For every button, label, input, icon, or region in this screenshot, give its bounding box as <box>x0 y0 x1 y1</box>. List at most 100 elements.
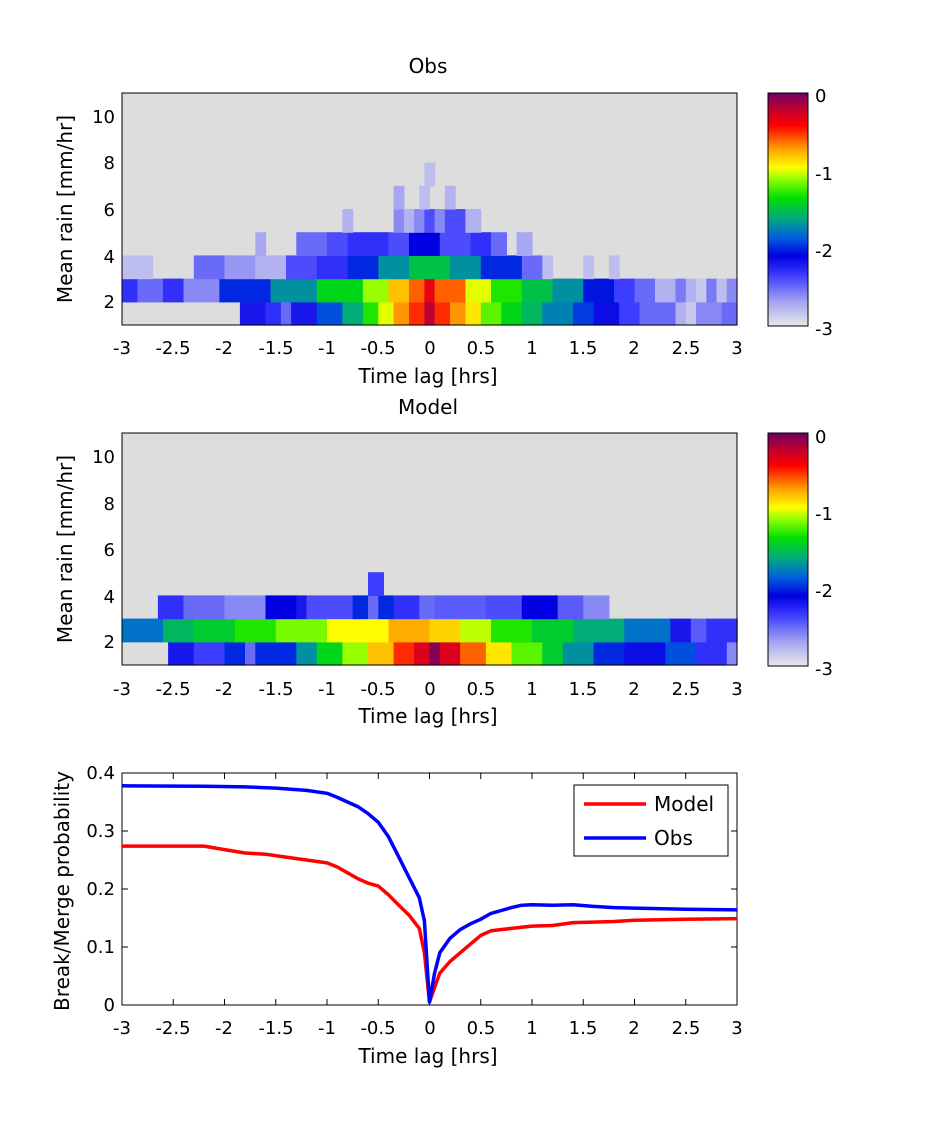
obs-y-ticks: 2 4 6 8 10 <box>92 107 115 313</box>
heatmap-cell <box>706 278 718 303</box>
x-tick-label: -2.5 <box>155 338 190 359</box>
heatmap-cell <box>424 209 436 233</box>
x-tick-label: -1.5 <box>258 338 293 359</box>
heatmap-cell <box>721 301 738 326</box>
heatmap-cell <box>157 595 185 620</box>
heatmap-cell <box>393 301 410 326</box>
heatmap-cell <box>429 641 441 666</box>
obs-colorbar-gradient <box>767 92 809 327</box>
x-tick-label: -3 <box>113 679 131 700</box>
x-tick-label: -2.5 <box>155 679 190 700</box>
y-tick-label: 4 <box>104 247 115 268</box>
heatmap-cell <box>368 641 395 666</box>
heatmap-cell <box>532 618 574 643</box>
model-title: Model <box>398 395 458 419</box>
heatmap-cell <box>316 278 364 303</box>
heatmap-cell <box>542 301 574 326</box>
heatmap-cell <box>542 255 554 280</box>
heatmap-cell <box>403 209 415 233</box>
colorbar-tick-label: -3 <box>815 319 833 340</box>
heatmap-cell <box>696 278 707 303</box>
line-x-ticks: -3 -2.5 -2 -1.5 -1 -0.5 0 0.5 1 1.5 2 2.… <box>113 1018 743 1039</box>
colorbar-tick-label: -1 <box>815 164 833 185</box>
heatmap-cell <box>122 278 138 303</box>
x-tick-label: 1.5 <box>569 1018 598 1039</box>
heatmap-cell <box>296 595 308 620</box>
x-tick-label: 2.5 <box>672 679 701 700</box>
heatmap-cell <box>347 255 379 280</box>
heatmap-cell <box>239 301 267 326</box>
heatmap-cell <box>378 255 410 280</box>
heatmap-cell <box>562 641 595 666</box>
heatmap-cell <box>696 301 723 326</box>
x-tick-label: 0.5 <box>467 338 496 359</box>
x-tick-label: 0.5 <box>467 1018 496 1039</box>
x-tick-label: 0 <box>424 1018 435 1039</box>
heatmap-cell <box>296 641 318 666</box>
line-y-axis-label: Break/Merge probability <box>50 771 74 1011</box>
y-tick-label: 6 <box>104 200 115 221</box>
heatmap-cell <box>168 641 195 666</box>
y-tick-label: 0.4 <box>86 763 115 784</box>
model-x-axis-label: Time lag [hrs] <box>357 704 497 728</box>
heatmap-cell <box>573 301 595 326</box>
heatmap-cell <box>352 595 369 620</box>
heatmap-cell <box>480 301 502 326</box>
heatmap-cell <box>137 278 164 303</box>
y-tick-label: 0 <box>104 995 115 1016</box>
heatmap-cell <box>465 209 482 233</box>
heatmap-cell <box>409 255 451 280</box>
model-colorbar-gradient <box>767 432 809 667</box>
y-tick-label: 10 <box>92 107 115 128</box>
heatmap-cell <box>439 641 461 666</box>
heatmap-cell <box>409 232 441 256</box>
heatmap-cell <box>696 641 728 666</box>
x-tick-label: -2.5 <box>155 1018 190 1039</box>
heatmap-cell <box>655 278 677 303</box>
heatmap-cell <box>306 595 354 620</box>
heatmap-cell <box>424 278 436 303</box>
series-line-model <box>122 844 738 1004</box>
heatmap-cell <box>193 255 226 280</box>
x-tick-label: -2 <box>215 679 233 700</box>
heatmap-cell <box>316 255 349 280</box>
heatmap-cell <box>275 618 328 643</box>
series-line-obs <box>121 784 738 1004</box>
heatmap-cell <box>450 255 482 280</box>
x-tick-label: -3 <box>113 338 131 359</box>
heatmap-cell <box>521 255 543 280</box>
heatmap-cell <box>393 209 405 233</box>
heatmap-cell <box>327 232 349 256</box>
heatmap-cell <box>557 595 584 620</box>
heatmap-cell <box>393 595 420 620</box>
heatmap-cell <box>639 301 677 326</box>
probability-line-panel: -3 -2.5 -2 -1.5 -1 -0.5 0 0.5 1 1.5 2 2.… <box>50 763 743 1068</box>
heatmap-cell <box>573 618 625 643</box>
heatmap-cell <box>414 209 425 233</box>
heatmap-cell <box>470 232 492 256</box>
heatmap-cell <box>516 232 533 256</box>
legend-label-model: Model <box>654 792 714 816</box>
heatmap-cell <box>485 641 513 666</box>
line-series <box>121 784 738 1004</box>
x-tick-label: -1 <box>318 338 336 359</box>
x-tick-label: -1.5 <box>258 1018 293 1039</box>
heatmap-cell <box>419 595 436 620</box>
heatmap-cell <box>685 301 697 326</box>
heatmap-cell <box>224 595 267 620</box>
y-tick-label: 6 <box>104 540 115 561</box>
obs-title: Obs <box>409 54 448 78</box>
heatmap-cell <box>368 572 384 596</box>
heatmap-cell <box>485 595 523 620</box>
heatmap-cell <box>270 278 318 303</box>
y-tick-label: 2 <box>104 292 115 313</box>
heatmap-cell <box>296 232 328 256</box>
heatmap-cell <box>255 255 287 280</box>
line-x-axis-label: Time lag [hrs] <box>357 1044 497 1068</box>
heatmap-cell <box>347 232 390 256</box>
heatmap-cell <box>608 255 620 280</box>
heatmap-cell <box>521 278 554 303</box>
model-colorbar: 0 -1 -2 -3 <box>767 427 833 680</box>
heatmap-cell <box>444 185 456 210</box>
heatmap-cell <box>429 618 461 643</box>
